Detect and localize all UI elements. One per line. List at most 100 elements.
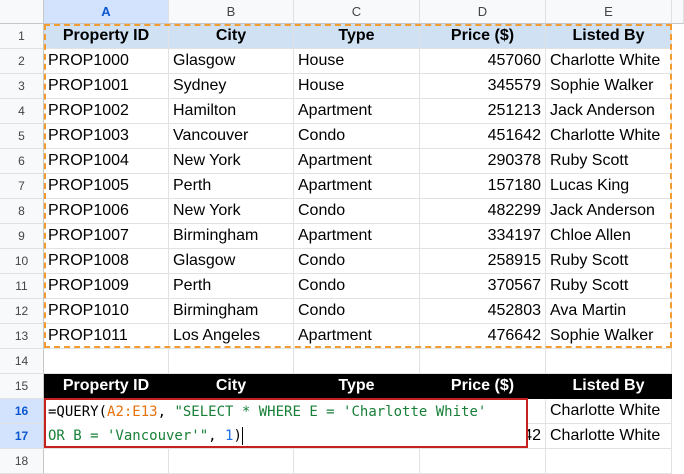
table-cell[interactable]: PROP1011	[44, 324, 169, 349]
table-cell[interactable]: Perth	[169, 274, 294, 299]
table-cell[interactable]: Condo	[294, 199, 420, 224]
table-cell[interactable]: 457060	[420, 49, 546, 74]
table-cell[interactable]: 290378	[420, 149, 546, 174]
table-cell[interactable]: PROP1001	[44, 74, 169, 99]
table-cell[interactable]: 482299	[420, 199, 546, 224]
table-cell[interactable]: 157180	[420, 174, 546, 199]
table-cell[interactable]: Ruby Scott	[546, 249, 672, 274]
empty-cell[interactable]	[169, 349, 294, 374]
table-cell[interactable]: PROP1003	[44, 124, 169, 149]
row-header-13[interactable]: 13	[0, 324, 44, 349]
table-cell[interactable]: Jack Anderson	[546, 199, 672, 224]
table-cell[interactable]: PROP1010	[44, 299, 169, 324]
table-cell[interactable]: Sydney	[169, 74, 294, 99]
table-cell[interactable]: Birmingham	[169, 224, 294, 249]
table-cell[interactable]: Apartment	[294, 224, 420, 249]
table-cell[interactable]: Ava Martin	[546, 299, 672, 324]
row-header-14[interactable]: 14	[0, 349, 44, 374]
table-cell[interactable]: 452803	[420, 299, 546, 324]
empty-cell[interactable]	[44, 349, 169, 374]
table-cell[interactable]: Apartment	[294, 174, 420, 199]
empty-cell[interactable]	[294, 349, 420, 374]
table-cell[interactable]: Condo	[294, 299, 420, 324]
empty-cell[interactable]	[546, 349, 672, 374]
table-cell[interactable]: Birmingham	[169, 299, 294, 324]
table-cell[interactable]: PROP1002	[44, 99, 169, 124]
table-cell[interactable]: 251213	[420, 99, 546, 124]
table-cell[interactable]: Condo	[294, 249, 420, 274]
table-cell[interactable]: Apartment	[294, 324, 420, 349]
column-header-b[interactable]: B	[169, 0, 294, 24]
table-cell[interactable]: PROP1000	[44, 49, 169, 74]
table-cell[interactable]: PROP1008	[44, 249, 169, 274]
table-cell[interactable]: New York	[169, 149, 294, 174]
table-cell[interactable]: Ruby Scott	[546, 149, 672, 174]
table-cell[interactable]: 476642	[420, 324, 546, 349]
table-cell[interactable]: PROP1006	[44, 199, 169, 224]
table-cell[interactable]: Lucas King	[546, 174, 672, 199]
column-header-a[interactable]: A	[44, 0, 169, 24]
row-header-8[interactable]: 8	[0, 199, 44, 224]
table-cell[interactable]: PROP1009	[44, 274, 169, 299]
row-header-4[interactable]: 4	[0, 99, 44, 124]
formula-editor[interactable]: =QUERY(A2:E13, "SELECT * WHERE E = 'Char…	[44, 398, 528, 448]
table-cell[interactable]: Los Angeles	[169, 324, 294, 349]
column-header-d[interactable]: D	[420, 0, 546, 24]
result-header-cell[interactable]: Price ($)	[420, 374, 546, 399]
table-header-cell[interactable]: City	[169, 24, 294, 49]
result-header-cell[interactable]: Type	[294, 374, 420, 399]
table-cell[interactable]: Hamilton	[169, 99, 294, 124]
table-cell[interactable]: Chloe Allen	[546, 224, 672, 249]
row-header-5[interactable]: 5	[0, 124, 44, 149]
column-header-e[interactable]: E	[546, 0, 672, 24]
result-cell[interactable]: Charlotte White	[546, 399, 672, 424]
select-all-corner[interactable]	[0, 0, 44, 24]
table-cell[interactable]: Apartment	[294, 149, 420, 174]
result-header-cell[interactable]: Property ID	[44, 374, 169, 399]
table-cell[interactable]: Jack Anderson	[546, 99, 672, 124]
table-cell[interactable]: 451642	[420, 124, 546, 149]
table-cell[interactable]: 370567	[420, 274, 546, 299]
table-cell[interactable]: 334197	[420, 224, 546, 249]
table-cell[interactable]: House	[294, 74, 420, 99]
table-header-cell[interactable]: Price ($)	[420, 24, 546, 49]
row-header-1[interactable]: 1	[0, 24, 44, 49]
row-header-16[interactable]: 16	[0, 399, 44, 424]
table-cell[interactable]: PROP1004	[44, 149, 169, 174]
table-cell[interactable]: Ruby Scott	[546, 274, 672, 299]
table-cell[interactable]: Glasgow	[169, 49, 294, 74]
row-header-3[interactable]: 3	[0, 74, 44, 99]
table-cell[interactable]: Condo	[294, 274, 420, 299]
table-header-cell[interactable]: Property ID	[44, 24, 169, 49]
row-header-9[interactable]: 9	[0, 224, 44, 249]
row-header-15[interactable]: 15	[0, 374, 44, 399]
table-header-cell[interactable]: Listed By	[546, 24, 672, 49]
table-cell[interactable]: PROP1007	[44, 224, 169, 249]
row-header-11[interactable]: 11	[0, 274, 44, 299]
row-header-6[interactable]: 6	[0, 149, 44, 174]
row-header-7[interactable]: 7	[0, 174, 44, 199]
table-header-cell[interactable]: Type	[294, 24, 420, 49]
table-cell[interactable]: House	[294, 49, 420, 74]
table-cell[interactable]: Sophie Walker	[546, 74, 672, 99]
table-cell[interactable]: Perth	[169, 174, 294, 199]
empty-cell[interactable]	[420, 349, 546, 374]
row-header-10[interactable]: 10	[0, 249, 44, 274]
row-header-17[interactable]: 17	[0, 424, 44, 449]
result-header-cell[interactable]: City	[169, 374, 294, 399]
row-header-12[interactable]: 12	[0, 299, 44, 324]
result-header-cell[interactable]: Listed By	[546, 374, 672, 399]
row-header-2[interactable]: 2	[0, 49, 44, 74]
table-cell[interactable]: PROP1005	[44, 174, 169, 199]
table-cell[interactable]: Sophie Walker	[546, 324, 672, 349]
table-cell[interactable]: Vancouver	[169, 124, 294, 149]
table-cell[interactable]: 258915	[420, 249, 546, 274]
table-cell[interactable]: 345579	[420, 74, 546, 99]
table-cell[interactable]: New York	[169, 199, 294, 224]
column-header-c[interactable]: C	[294, 0, 420, 24]
result-cell[interactable]: Charlotte White	[546, 424, 672, 449]
table-cell[interactable]: Charlotte White	[546, 49, 672, 74]
table-cell[interactable]: Condo	[294, 124, 420, 149]
table-cell[interactable]: Charlotte White	[546, 124, 672, 149]
table-cell[interactable]: Glasgow	[169, 249, 294, 274]
